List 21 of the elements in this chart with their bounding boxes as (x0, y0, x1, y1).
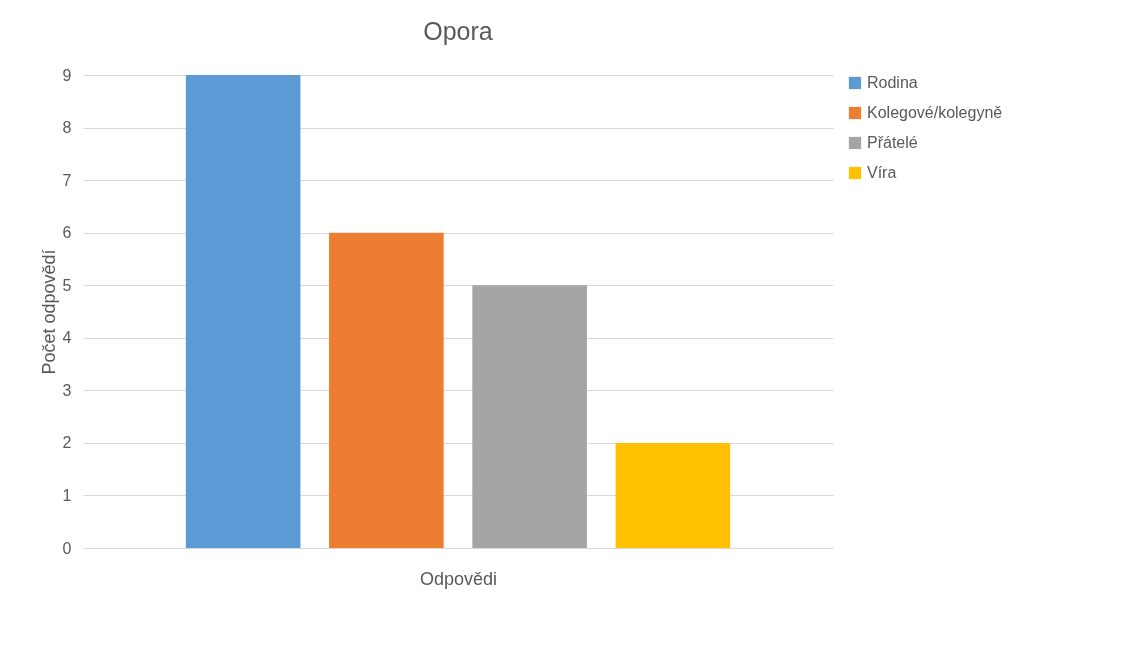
y-tick-label: 4 (62, 329, 72, 347)
y-tick-label: 1 (62, 486, 72, 504)
bar (185, 75, 301, 548)
y-axis-title: Počet odpovědí (38, 249, 59, 375)
legend-label: Přátelé (867, 134, 918, 151)
y-tick-label: 3 (62, 381, 72, 399)
bar (615, 442, 731, 548)
legend-label: Rodina (867, 74, 918, 91)
legend-label: Víra (867, 164, 897, 181)
y-tick-label: 9 (62, 66, 72, 84)
y-tick-label: 6 (62, 224, 72, 242)
x-axis-title: Odpovědi (419, 568, 498, 589)
bar (472, 285, 587, 548)
y-tick-label: 8 (62, 119, 72, 137)
y-tick-label: 2 (62, 434, 72, 452)
legend-label: Kolegové/kolegyně (867, 104, 1003, 121)
y-tick-label: 7 (62, 171, 72, 189)
bar (329, 232, 444, 548)
y-tick-label: 5 (62, 276, 72, 294)
chart-title: Opora (423, 17, 493, 45)
y-tick-label: 0 (62, 539, 72, 557)
